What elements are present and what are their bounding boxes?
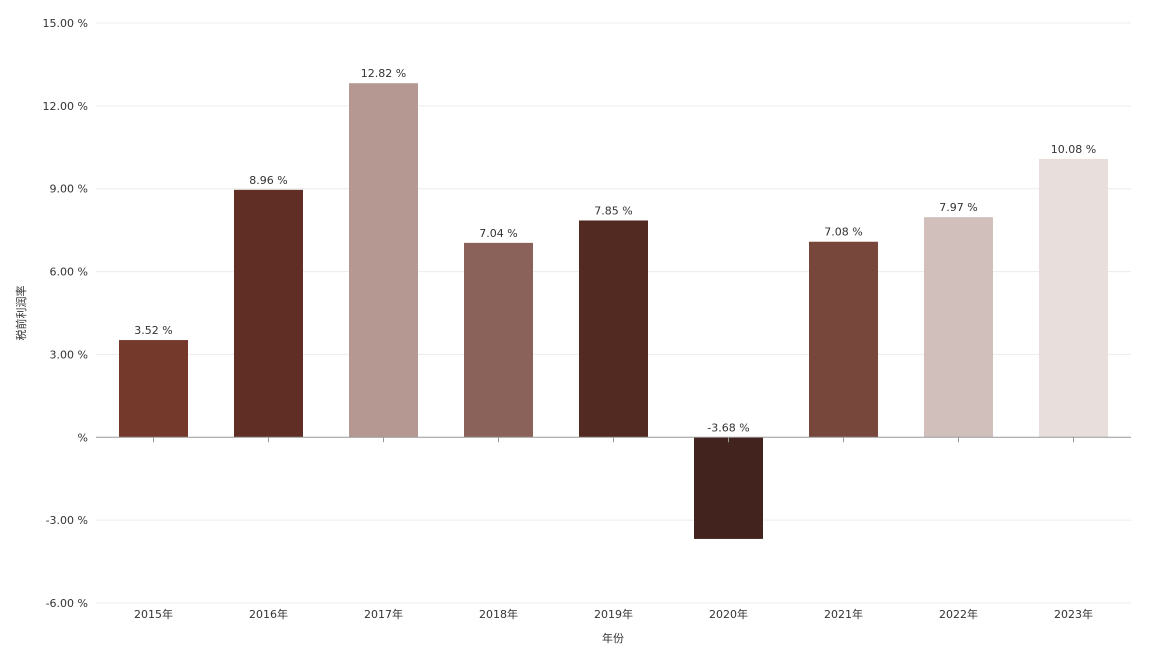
data-label: 7.04 %	[479, 227, 517, 240]
x-tick-label: 2020年	[709, 607, 748, 621]
bar[interactable]	[809, 241, 878, 438]
x-tick-label: 2021年	[824, 607, 863, 621]
y-tick-label: 6.00 %	[50, 266, 88, 279]
y-tick-label: -3.00 %	[46, 514, 88, 527]
data-label: 12.82 %	[361, 67, 406, 80]
data-label: 7.97 %	[939, 201, 977, 214]
axes: -6.00 % -3.00 %% 3.00 % 6.00 % 9.00 % 12.00 %…	[43, 17, 1131, 621]
bar[interactable]	[234, 189, 303, 438]
y-tick-label: -6.00 %	[46, 597, 88, 610]
bar[interactable]	[464, 242, 533, 438]
data-labels: 3.52 % 8.96 % 12.82 % 7.04 % 7.85 % -3.68 % 7.…	[134, 67, 1096, 434]
data-label: 8.96 %	[249, 174, 287, 187]
y-axis-title: 税前利润率	[14, 286, 28, 341]
data-label: 10.08 %	[1051, 143, 1096, 156]
x-tick-label: 2016年	[249, 607, 288, 621]
data-label: -3.68 %	[707, 421, 749, 434]
bar[interactable]	[579, 220, 648, 438]
x-tick-label: 2015年	[134, 607, 173, 621]
x-tick-label: 2017年	[364, 607, 403, 621]
data-label: 7.85 %	[594, 204, 632, 217]
x-tick-label: 2023年	[1054, 607, 1093, 621]
x-tick-label: 2019年	[594, 607, 633, 621]
data-label: 7.08 %	[824, 226, 862, 239]
x-axis-title: 年份	[602, 631, 624, 645]
bar[interactable]	[349, 83, 418, 438]
y-tick-label: 12.00 %	[43, 100, 88, 113]
bar[interactable]	[694, 437, 763, 539]
bars	[119, 83, 1108, 539]
x-tick-label: 2018年	[479, 607, 518, 621]
bar[interactable]	[1039, 158, 1108, 438]
bar[interactable]	[924, 217, 993, 438]
y-tick-label: 15.00 %	[43, 17, 88, 30]
data-label: 3.52 %	[134, 324, 172, 337]
y-tick-label: 9.00 %	[50, 183, 88, 196]
bar[interactable]	[119, 340, 188, 438]
y-tick-label: 3.00 %	[50, 348, 88, 361]
x-tick-label: 2022年	[939, 607, 978, 621]
y-tick-label: %	[78, 431, 88, 444]
